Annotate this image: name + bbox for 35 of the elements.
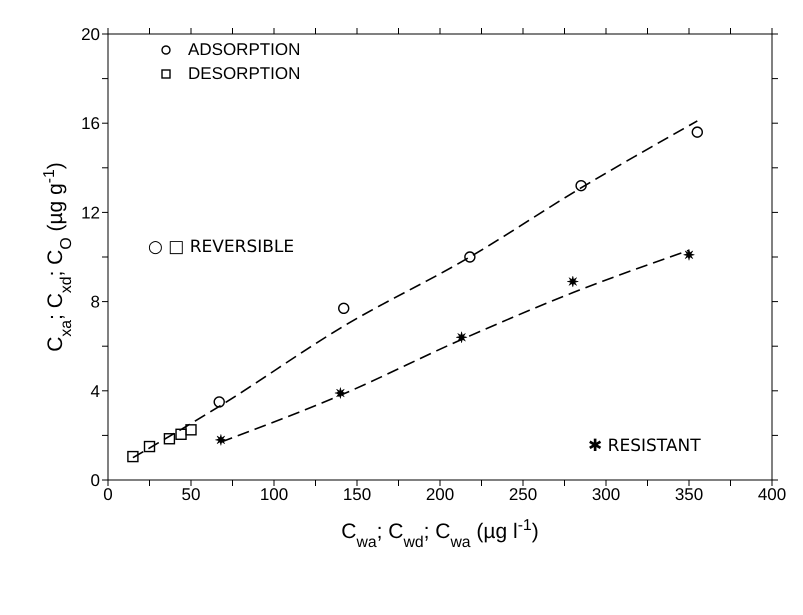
point [338,302,350,314]
point [692,126,703,138]
point [144,440,156,452]
y-tick-label: 20 [81,25,100,44]
y-tick-label: 0 [90,471,100,490]
x-tick-label: 250 [508,485,538,504]
x-tick-label: 150 [342,485,372,504]
text: C$_{wa}$; C$_{wd}$; C$_{wa}$ (µg l$^{-1}$) [341,516,539,550]
x-tick-label: 100 [260,485,288,504]
x-tick-label: 400 [758,485,786,504]
x-tick-label: 350 [674,485,704,504]
point [214,396,225,408]
x-tick-label: 0 [103,485,113,504]
x-tick-label: 50 [182,485,200,504]
y-tick-label: 4 [90,382,100,401]
legend-label: ADSORPTION [188,40,300,60]
point [334,387,346,399]
annotation: ✱ RESISTANT [588,436,701,456]
point [464,251,476,263]
point [164,433,176,444]
point [127,450,139,462]
point [175,428,187,440]
y-tick-label: 12 [81,203,100,222]
point [683,249,695,261]
legend-label: DESORPTION [188,64,300,84]
annotation: ○ □ REVERSIBLE [148,237,294,257]
point [215,434,227,446]
x-tick-label: 200 [426,485,454,504]
y-tick-label: 8 [90,292,100,312]
point [567,276,579,288]
point [456,332,468,344]
y-tick-label: 16 [81,114,100,134]
x-tick-label: 300 [592,485,620,504]
point [185,424,197,436]
point [575,180,587,192]
